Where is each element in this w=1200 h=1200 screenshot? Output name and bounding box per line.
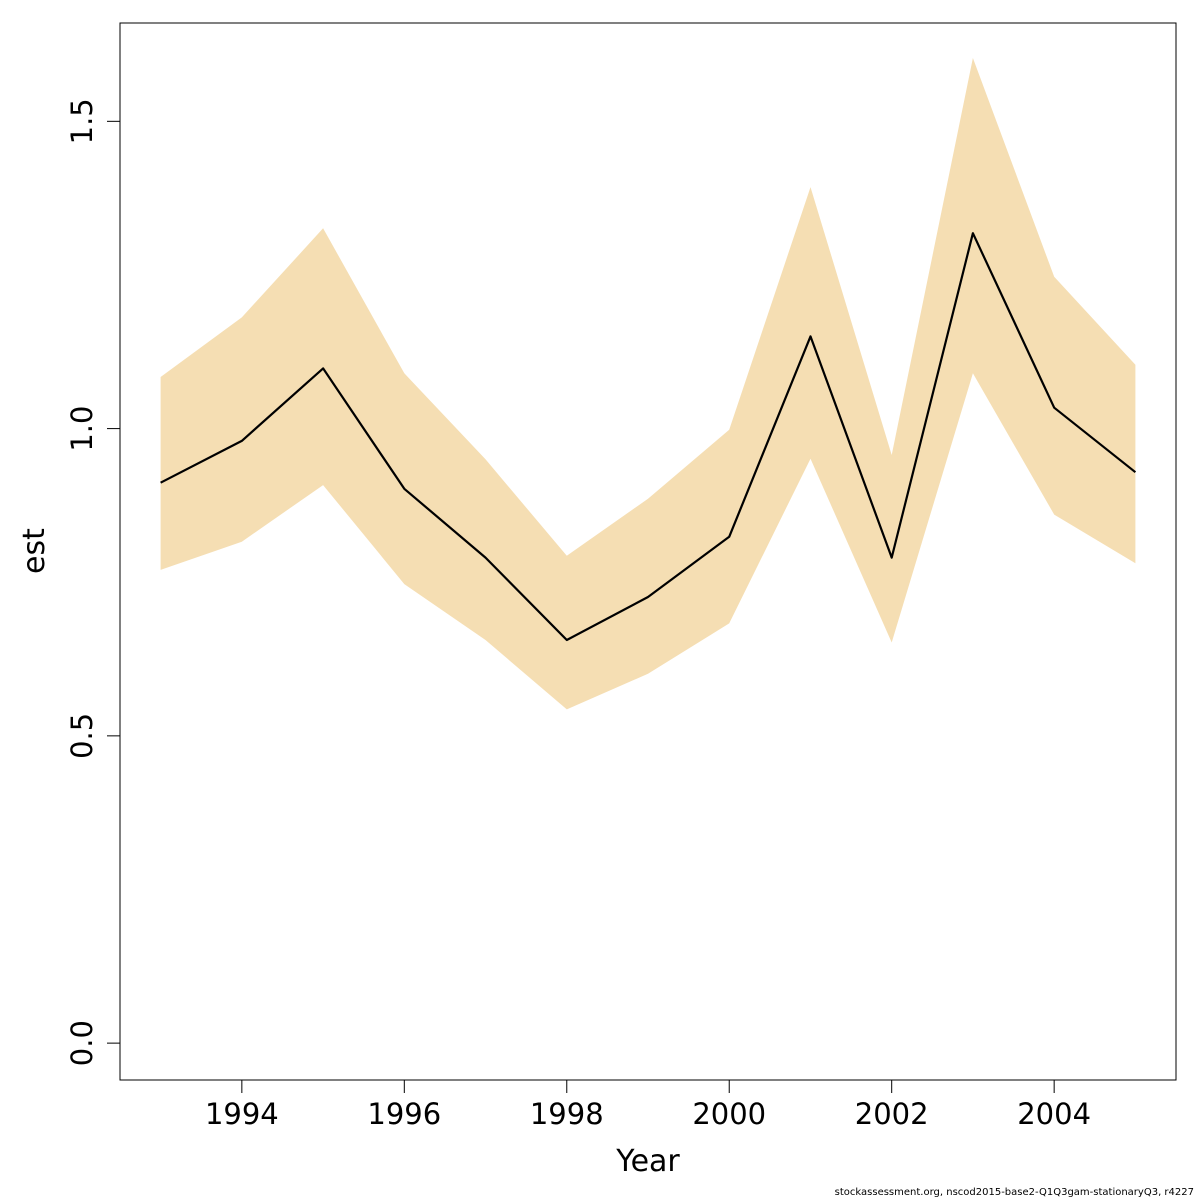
y-tick-label-1.0: 1.0: [65, 406, 99, 452]
x-tick-label-1998: 1998: [530, 1097, 604, 1131]
x-axis-title: Year: [615, 1144, 680, 1179]
estimate-line: [160, 232, 1137, 642]
x-tick-label-1996: 1996: [367, 1097, 441, 1131]
y-tick-label-0.5: 0.5: [65, 713, 99, 759]
y-tick-label-1.5: 1.5: [65, 98, 99, 144]
credit-text: stockassessment.org, nscod2015-base2-Q1Q…: [834, 1187, 1194, 1198]
y-tick-label-0.0: 0.0: [65, 1020, 99, 1066]
x-tick-label-2002: 2002: [855, 1097, 929, 1131]
x-tick-label-2000: 2000: [692, 1097, 766, 1131]
x-tick-label-2004: 2004: [1017, 1097, 1091, 1131]
y-axis-title: est: [17, 528, 52, 574]
x-axis: 1994 1996 1998 2000 2002 2004: [205, 1079, 1091, 1131]
confidence-band: [160, 58, 1136, 710]
x-tick-label-1994: 1994: [205, 1097, 279, 1131]
y-axis: 0.0 0.5 1.0 1.5: [65, 98, 121, 1066]
